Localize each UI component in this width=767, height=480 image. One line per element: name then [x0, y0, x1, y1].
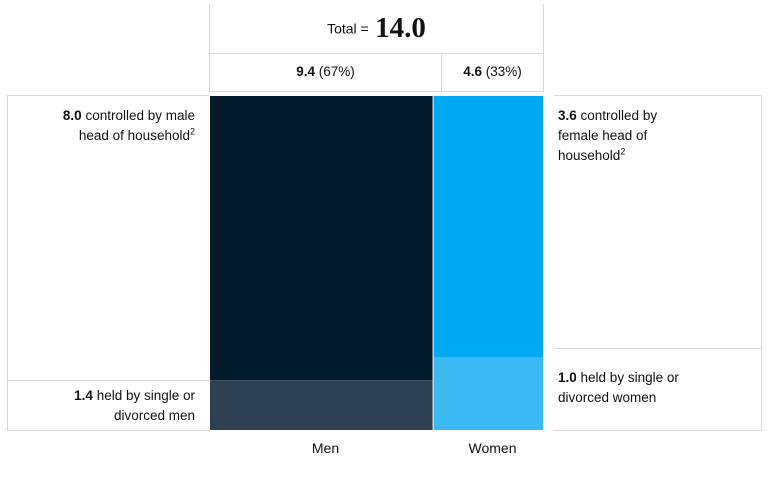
annotation-text: held by single or divorced women	[558, 370, 679, 405]
right-box-bottom	[554, 430, 762, 431]
frame-line-total-bottom	[209, 53, 544, 54]
annotation-women-controlled: 3.6 controlled by female head of househo…	[558, 106, 698, 166]
left-box-top	[7, 95, 209, 96]
annotation-text: controlled by male head of household	[78, 108, 195, 143]
annotation-value: 3.6	[558, 108, 577, 123]
total-value: 14.0	[375, 12, 426, 44]
footnote-marker: 2	[620, 146, 626, 157]
frame-line-top-right	[543, 4, 544, 92]
block-men-single	[210, 380, 433, 430]
left-box-bottom	[7, 430, 209, 431]
women-share: (33%)	[485, 64, 522, 79]
x-label-women: Women	[468, 440, 517, 456]
left-box-divider	[7, 380, 209, 381]
left-box-left	[7, 95, 8, 430]
men-share: (67%)	[318, 64, 355, 79]
annotation-men-controlled: 8.0 controlled by male head of household…	[30, 106, 195, 146]
right-box-right	[761, 95, 762, 430]
women-value: 4.6	[463, 64, 482, 79]
footnote-marker: 2	[189, 126, 195, 137]
men-value: 9.4	[296, 64, 315, 79]
block-women-single	[433, 357, 543, 430]
frame-line-header-bottom	[209, 91, 544, 92]
right-box-top	[554, 95, 762, 96]
column-header-women: 4.6 (33%)	[442, 64, 543, 79]
annotation-text: controlled by female head of household	[558, 108, 658, 163]
block-women-controlled	[433, 96, 543, 358]
column-header-men: 9.4 (67%)	[210, 64, 441, 79]
annotation-men-single: 1.4 held by single or divorced men	[30, 386, 195, 426]
frame-line-header-split	[441, 53, 442, 92]
total-label: Total =	[327, 20, 369, 37]
right-box-divider	[554, 348, 762, 349]
block-men-controlled	[210, 96, 433, 381]
chart-total: Total = 14.0	[210, 12, 543, 45]
annotation-women-single: 1.0 held by single or divorced women	[558, 368, 708, 408]
annotation-text: held by single or divorced men	[92, 388, 195, 423]
annotation-value: 1.4	[74, 388, 93, 403]
annotation-value: 1.0	[558, 370, 577, 385]
x-label-men: Men	[311, 440, 340, 456]
frame-line-top-left	[209, 4, 210, 92]
annotation-value: 8.0	[62, 108, 82, 123]
